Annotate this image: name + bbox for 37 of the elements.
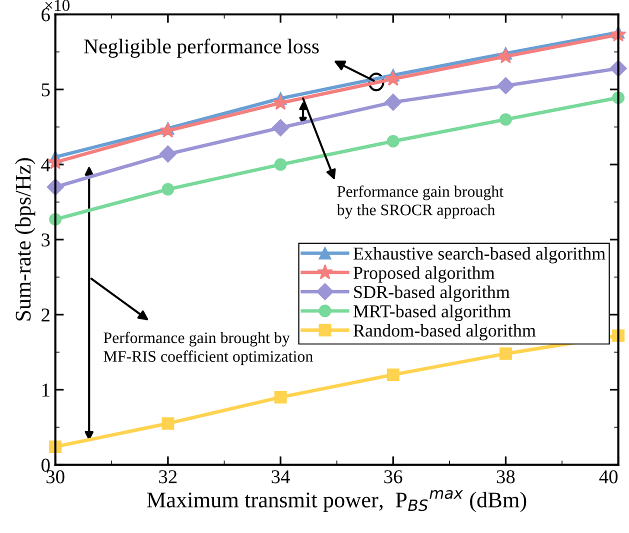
x-tick-label: 32 <box>159 470 177 484</box>
annotation: Performance gain brought by MF-RIS coefficient optimization <box>104 332 313 366</box>
annotation: Performance gain brought by the SROCR approach <box>336 186 504 219</box>
point <box>162 183 174 196</box>
x-tick-label: 40 <box>599 470 618 484</box>
point <box>386 135 400 148</box>
point <box>272 94 288 110</box>
x-axis-title: Maximum transmit power, P$_{BS}$$^{max}$ (dBm) <box>147 490 526 512</box>
y-tick-label: 0 <box>42 458 50 472</box>
y-tick-label: 2 <box>42 308 50 322</box>
point <box>497 77 514 94</box>
point <box>498 48 514 64</box>
point <box>272 119 290 136</box>
legend-label: Proposed algorithm <box>353 266 495 283</box>
point <box>274 390 287 404</box>
point <box>386 368 400 381</box>
point <box>274 158 287 171</box>
point <box>385 70 402 86</box>
point <box>159 145 176 163</box>
x-tick-label: 38 <box>496 470 515 484</box>
point <box>162 417 174 430</box>
point <box>499 113 512 126</box>
y-tick-label: 4 <box>41 158 50 172</box>
legend-label: MRT-based algorithm <box>353 304 511 322</box>
point <box>499 347 512 360</box>
legend-label: Exhaustive search-based algorithm <box>353 246 606 264</box>
annotation: Negligible performance loss <box>84 38 319 58</box>
y-tick-label: 1 <box>42 384 50 396</box>
legend-label: SDR-based algorithm <box>354 285 510 302</box>
y-tick-label: 5 <box>42 83 50 96</box>
point <box>384 94 402 111</box>
y-tick-label: 3 <box>42 233 50 247</box>
x-tick-label: 34 <box>272 470 290 484</box>
x-tick-label: 36 <box>384 470 402 484</box>
x-tick-label: 30 <box>46 470 64 484</box>
legend-label: Random-based algorithm <box>353 324 536 340</box>
y-axis-title: Sum-rate (bps/Hz) <box>15 158 36 320</box>
